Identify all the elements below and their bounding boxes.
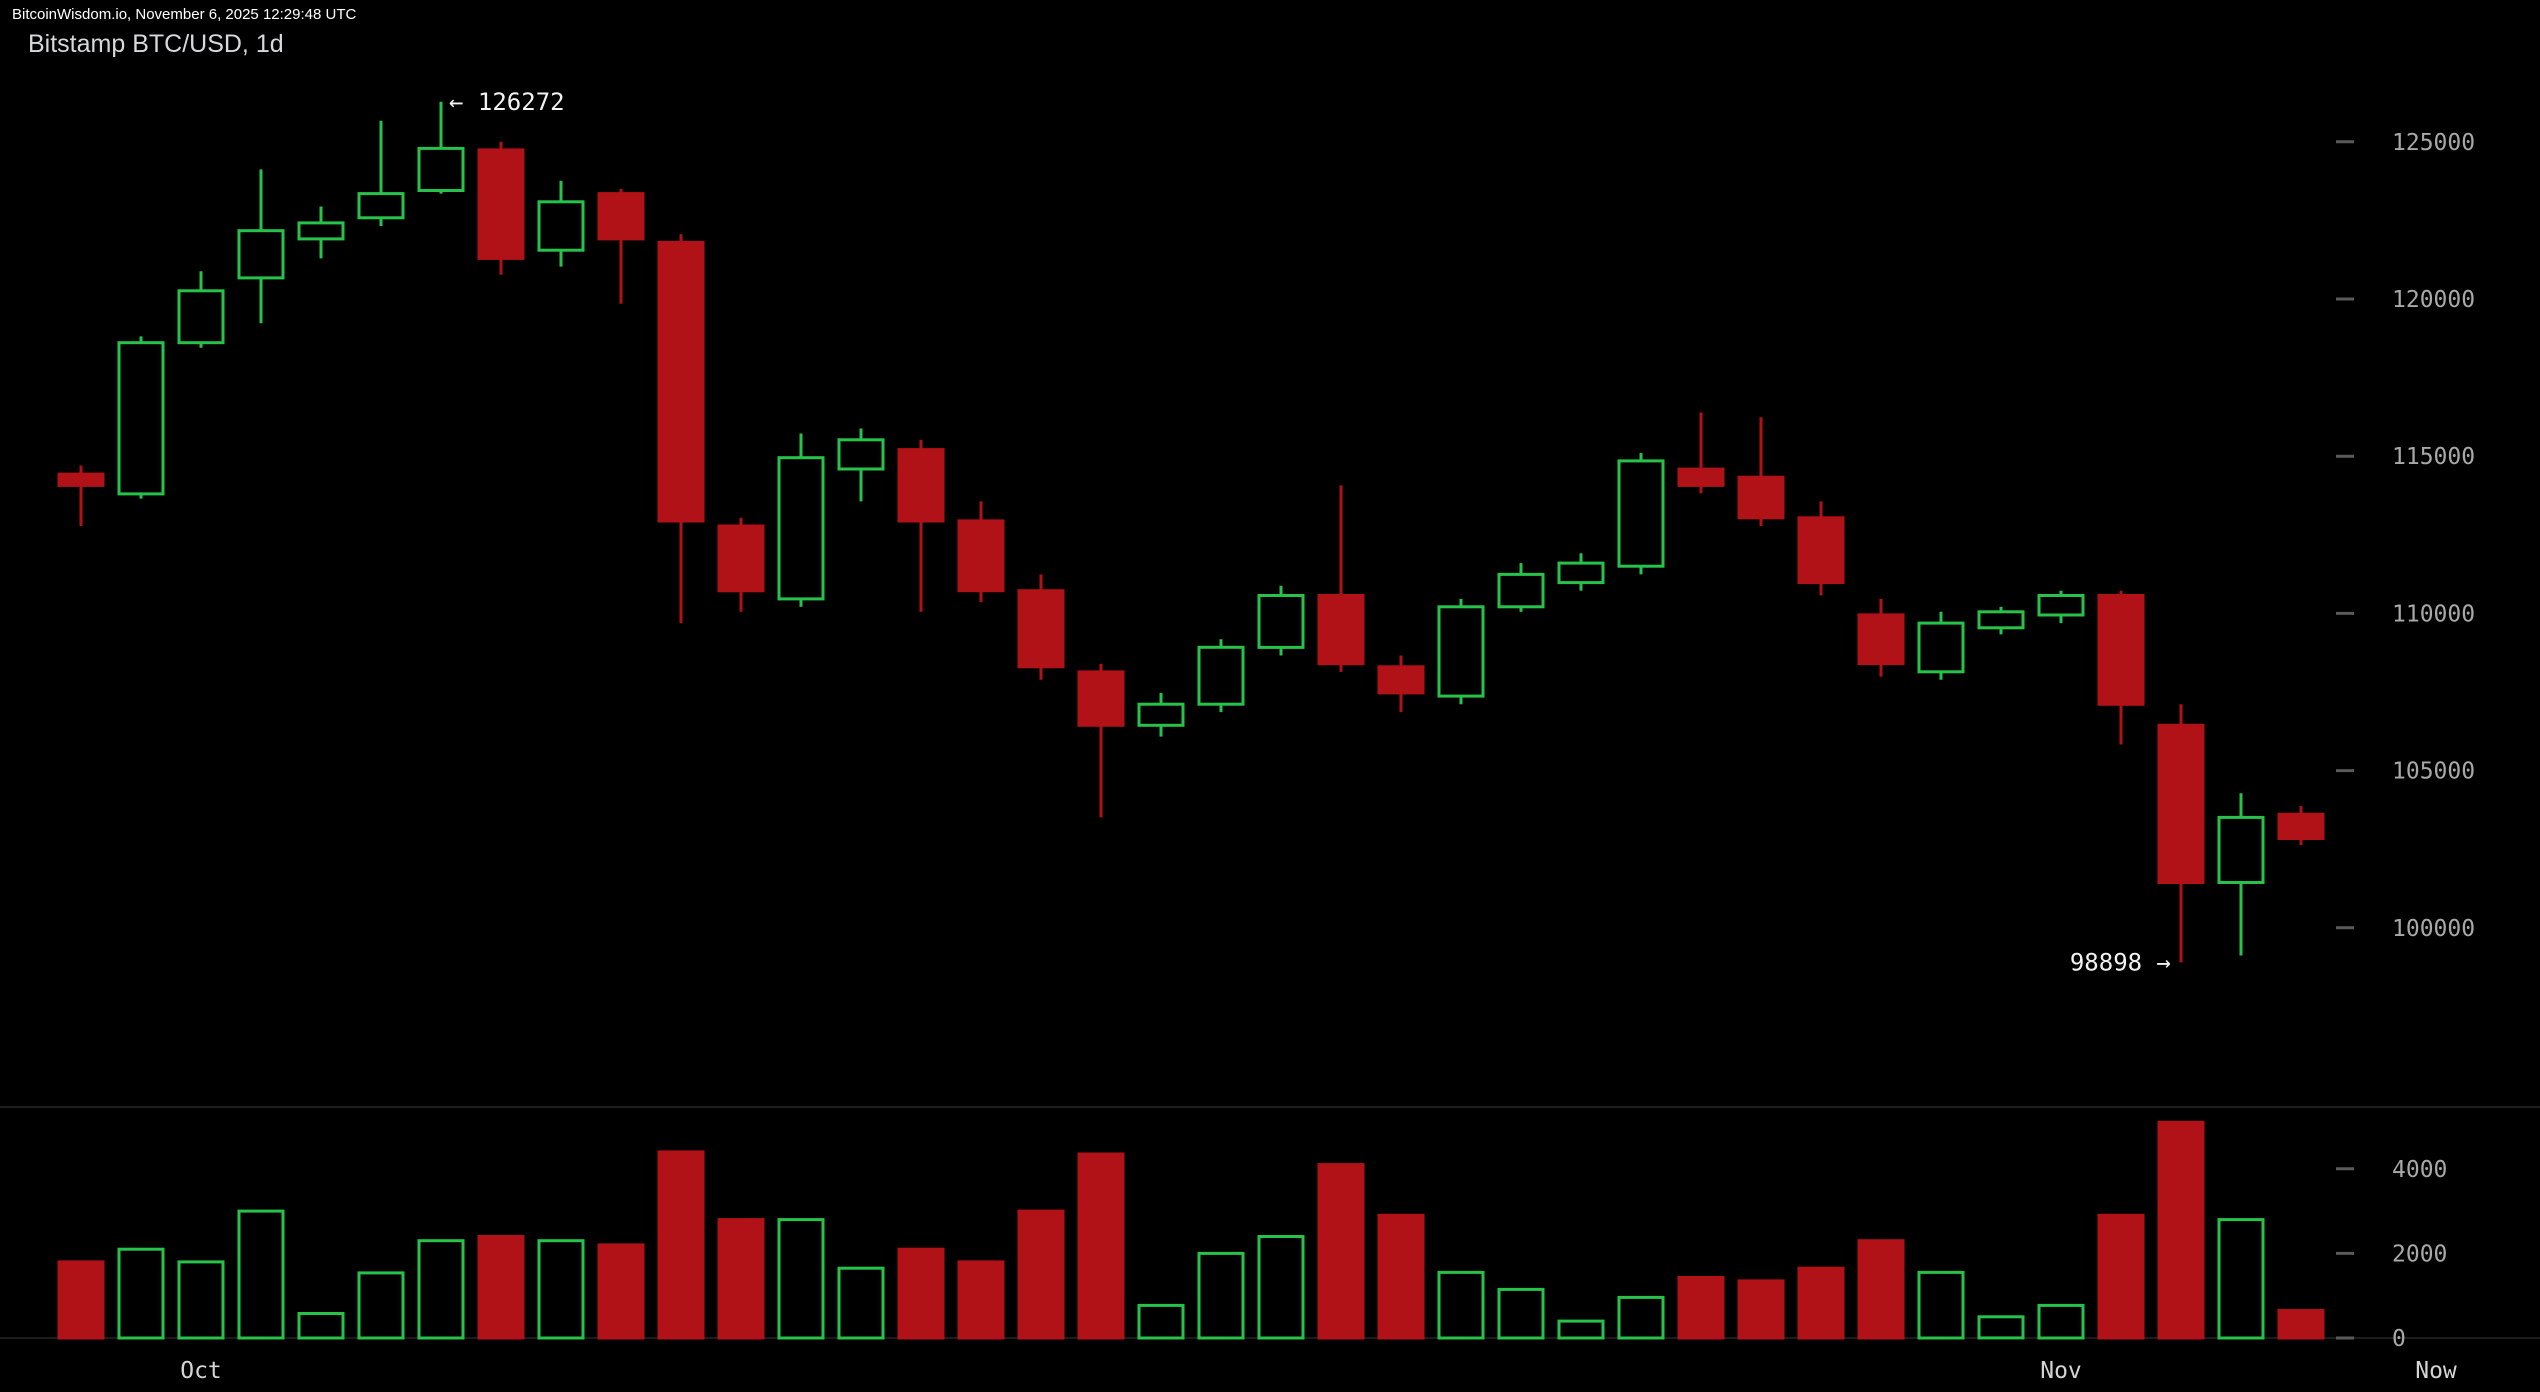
status-bar: BitcoinWisdom.io, November 6, 2025 12:29… bbox=[6, 4, 363, 25]
candle-body bbox=[1137, 702, 1185, 727]
candle-body bbox=[1497, 572, 1545, 609]
price-tick-label: 105000 bbox=[2392, 759, 2475, 785]
candle-body bbox=[657, 240, 705, 523]
candle-body bbox=[777, 456, 825, 601]
candle-body bbox=[1437, 605, 1485, 698]
volume-bar bbox=[177, 1260, 225, 1340]
volume-bar bbox=[957, 1260, 1005, 1340]
volume-bar bbox=[537, 1239, 585, 1340]
volume-bar bbox=[1617, 1295, 1665, 1340]
candle-body bbox=[1917, 621, 1965, 674]
volume-bar bbox=[1197, 1251, 1245, 1340]
candle-body bbox=[1557, 561, 1605, 585]
volume-bar bbox=[2277, 1309, 2325, 1340]
candle-body bbox=[1317, 594, 1365, 666]
volume-bar bbox=[657, 1150, 705, 1340]
volume-bar bbox=[1737, 1279, 1785, 1340]
volume-bar bbox=[1317, 1163, 1365, 1340]
candle-body bbox=[57, 472, 105, 487]
volume-bar bbox=[837, 1266, 885, 1340]
chart-title: Bitstamp BTC/USD, 1d bbox=[28, 30, 284, 58]
volume-bar bbox=[297, 1312, 345, 1340]
volume-bar bbox=[357, 1271, 405, 1340]
volume-bar bbox=[237, 1209, 285, 1340]
candle-body bbox=[417, 146, 465, 192]
candle-body bbox=[2277, 812, 2325, 840]
volume-bar bbox=[1857, 1239, 1905, 1340]
candle-body bbox=[117, 341, 165, 496]
volume-bar bbox=[2217, 1218, 2265, 1340]
candle-body bbox=[717, 524, 765, 593]
candle-body bbox=[837, 438, 885, 471]
volume-bar bbox=[57, 1260, 105, 1340]
volume-bar bbox=[117, 1247, 165, 1340]
candle-body bbox=[477, 148, 525, 260]
candle-body bbox=[597, 192, 645, 241]
candle-body bbox=[2037, 594, 2085, 617]
candle-body bbox=[1197, 645, 1245, 706]
volume-bar bbox=[1017, 1209, 1065, 1340]
candle-body bbox=[957, 519, 1005, 593]
volume-bar bbox=[1497, 1287, 1545, 1340]
price-tick-label: 100000 bbox=[2392, 916, 2475, 942]
candle-body bbox=[1257, 594, 1305, 649]
candle-body bbox=[897, 448, 945, 523]
candle-body bbox=[357, 192, 405, 220]
volume-tick-label: 2000 bbox=[2392, 1241, 2447, 1267]
x-axis-label: Nov bbox=[2040, 1358, 2082, 1384]
volume-bar bbox=[1137, 1303, 1185, 1340]
volume-bar bbox=[1437, 1270, 1485, 1340]
candle-body bbox=[1077, 670, 1125, 727]
candle-body bbox=[237, 229, 285, 280]
annotation-high-price: ← 126272 bbox=[449, 88, 565, 116]
volume-bar bbox=[1377, 1213, 1425, 1340]
volume-bar bbox=[2037, 1303, 2085, 1340]
candle-body bbox=[1797, 516, 1845, 585]
volume-bar bbox=[1677, 1276, 1725, 1340]
candle-body bbox=[1857, 613, 1905, 666]
volume-bar bbox=[717, 1218, 765, 1340]
volume-bar bbox=[1977, 1315, 2025, 1340]
candle-body bbox=[2217, 815, 2265, 885]
candle-body bbox=[1617, 459, 1665, 568]
x-axis-label: Now bbox=[2415, 1358, 2457, 1384]
volume-bar bbox=[1077, 1152, 1125, 1340]
volume-bar bbox=[2157, 1120, 2205, 1340]
x-axis-label: Oct bbox=[180, 1358, 222, 1384]
candle-body bbox=[177, 289, 225, 345]
candle-body bbox=[1677, 467, 1725, 487]
volume-bar bbox=[1917, 1270, 1965, 1340]
status-bar-text: BitcoinWisdom.io, November 6, 2025 12:29… bbox=[12, 6, 357, 23]
volume-bar bbox=[1797, 1266, 1845, 1340]
volume-bar bbox=[1557, 1319, 1605, 1340]
volume-bar bbox=[477, 1235, 525, 1340]
candle-body bbox=[1377, 665, 1425, 695]
candle-body bbox=[1977, 610, 2025, 630]
volume-bar bbox=[2097, 1213, 2145, 1340]
volume-bar bbox=[897, 1247, 945, 1340]
volume-bar bbox=[1257, 1235, 1305, 1340]
volume-bar bbox=[597, 1243, 645, 1340]
candle-body bbox=[1017, 589, 1065, 669]
annotation-low-price: 98898 → bbox=[2070, 948, 2171, 976]
candle-body bbox=[1737, 475, 1785, 520]
volume-bar bbox=[777, 1218, 825, 1340]
price-tick-label: 120000 bbox=[2392, 287, 2475, 313]
candle-body bbox=[2157, 723, 2205, 884]
candle-body bbox=[537, 200, 585, 252]
volume-bar bbox=[417, 1239, 465, 1340]
price-tick-label: 110000 bbox=[2392, 601, 2475, 627]
price-tick-label: 125000 bbox=[2392, 130, 2475, 156]
candle-body bbox=[297, 221, 345, 241]
volume-tick-label: 0 bbox=[2392, 1326, 2406, 1352]
price-tick-label: 115000 bbox=[2392, 444, 2475, 470]
candle-body bbox=[2097, 594, 2145, 706]
volume-tick-label: 4000 bbox=[2392, 1157, 2447, 1183]
